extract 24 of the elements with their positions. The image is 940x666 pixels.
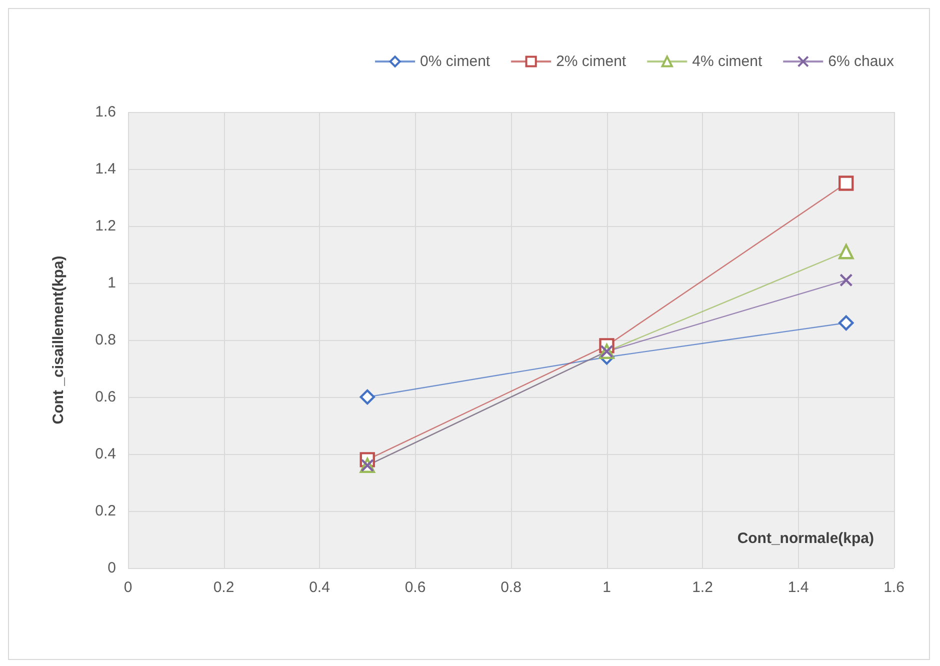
legend-label: 6% chaux [828, 53, 894, 70]
y-tick-label: 0.8 [95, 332, 116, 348]
x-tick-label: 1.2 [692, 579, 713, 596]
x-tick-label: 0.8 [500, 579, 522, 596]
x-tick-label: 1.6 [884, 579, 904, 596]
x-tick-label: 0.2 [213, 579, 234, 596]
x-axis-title: Cont_normale(kpa) [737, 530, 874, 547]
x-tick-label: 0.4 [309, 579, 330, 596]
y-tick-label: 1 [108, 274, 116, 292]
x-tick-label: 1 [602, 579, 611, 596]
y-axis-title: Cont _cisaillement(kpa) [50, 256, 67, 424]
y-tick-label: 0.6 [95, 388, 116, 406]
y-tick-label: 1.4 [95, 160, 116, 178]
y-tick-label: 0.4 [95, 446, 116, 462]
legend-label: 0% ciment [420, 53, 491, 70]
y-tick-label: 1.2 [95, 218, 116, 234]
x-tick-label: 0.6 [404, 579, 426, 596]
legend-label: 2% ciment [556, 53, 627, 70]
y-tick-label: 0 [108, 560, 116, 576]
y-tick-label: 0.2 [95, 502, 116, 520]
x-tick-label: 1.4 [788, 579, 809, 596]
y-tick-label: 1.6 [95, 104, 116, 120]
legend-label: 4% ciment [692, 53, 763, 70]
x-tick-label: 0 [124, 579, 132, 596]
